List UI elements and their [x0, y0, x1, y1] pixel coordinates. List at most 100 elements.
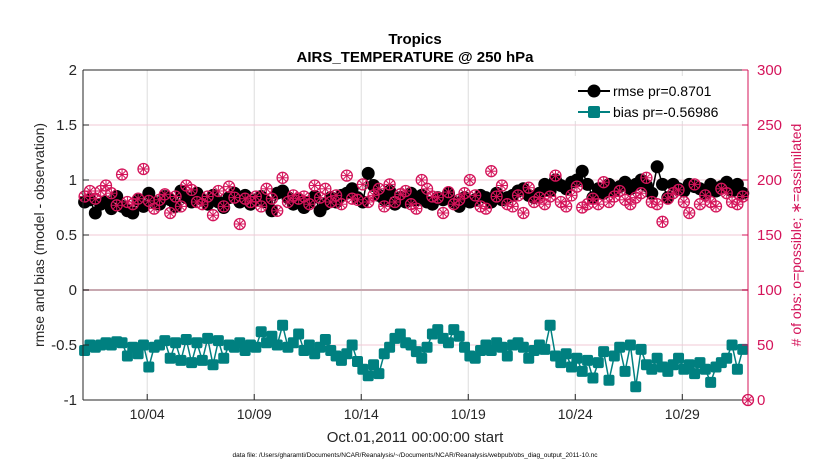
obs-possible-point	[517, 206, 530, 220]
bias-point	[191, 337, 203, 349]
bias-point	[287, 337, 299, 349]
bias-point	[159, 335, 171, 347]
obs-possible-point	[260, 182, 273, 195]
asterisk-stroke	[444, 188, 453, 196]
obs-possible-point	[164, 206, 177, 220]
obs-assimilated-point	[422, 183, 433, 194]
bias-point	[555, 357, 567, 369]
obs-assimilated-point	[678, 197, 689, 207]
obs-assimilated-point	[379, 201, 390, 212]
bias-point	[576, 365, 588, 377]
obs-assimilated-point	[732, 199, 743, 210]
obs-assimilated-point	[518, 208, 529, 218]
rmse-point	[126, 206, 140, 220]
obs-possible-point	[313, 191, 327, 204]
y2-tick-label: 150	[757, 227, 782, 244]
bias-point	[501, 350, 513, 362]
asterisk-stroke	[647, 198, 656, 206]
asterisk-stroke	[91, 194, 100, 203]
obs-possible-point	[217, 200, 230, 213]
bias-point	[737, 343, 749, 355]
obs-possible-point	[683, 206, 696, 220]
bias-point	[731, 363, 743, 375]
asterisk-stroke	[540, 200, 549, 209]
obs-possible-point	[206, 209, 220, 222]
obs-possible-point	[335, 198, 348, 211]
asterisk-stroke	[685, 209, 694, 217]
asterisk-stroke	[572, 182, 581, 191]
x-tick-label: 10/14	[344, 406, 379, 422]
asterisk-stroke	[230, 193, 239, 202]
asterisk-stroke	[364, 198, 373, 206]
obs-assimilated-point	[571, 181, 582, 192]
obs-assimilated-point	[550, 170, 561, 181]
obs-assimilated-point	[282, 197, 293, 207]
obs-assimilated-point	[459, 188, 470, 199]
obs-assimilated-point	[475, 201, 486, 212]
plot-area	[78, 160, 750, 393]
x-tick-label: 10/09	[237, 406, 272, 422]
bias-point	[266, 330, 278, 342]
asterisk-stroke	[86, 187, 94, 195]
obs-possible-point	[265, 192, 279, 205]
obs-assimilated-point	[224, 181, 235, 192]
obs-assimilated-point	[304, 199, 315, 210]
obs-assimilated-point	[336, 199, 347, 210]
obs-possible-point	[485, 165, 498, 178]
asterisk-stroke	[273, 206, 282, 215]
obs-assimilated-point	[652, 199, 663, 210]
obs-assimilated-point	[250, 191, 261, 202]
obs-possible-point	[249, 190, 262, 203]
bias-point	[726, 339, 738, 351]
bias-point	[705, 376, 717, 388]
obs-assimilated-point	[175, 201, 186, 212]
axes: 10/04 10/09 10/14 10/19 10/24 10/29 -1 -0.5 0 0.5…	[51, 62, 782, 422]
asterisk-stroke	[733, 200, 742, 209]
bias-point	[603, 374, 615, 386]
asterisk-stroke	[556, 198, 565, 206]
obs-assimilated-point	[325, 197, 336, 207]
bias-point	[341, 348, 353, 360]
obs-assimilated-point	[384, 179, 395, 190]
footnote: data file: /Users/gharamti/Documents/NCA…	[233, 452, 599, 459]
legend-rmse-label: rmse pr=0.8701	[613, 83, 712, 99]
bias-point	[196, 354, 208, 366]
asterisk-stroke	[284, 198, 292, 206]
obs-assimilated-point	[363, 197, 374, 207]
obs-possible-point	[212, 184, 225, 198]
asterisk-stroke	[225, 182, 233, 191]
asterisk-stroke	[310, 181, 319, 190]
rmse-point	[361, 166, 375, 180]
bias-point	[566, 361, 578, 373]
asterisk-stroke	[524, 183, 533, 192]
obs-possible-point	[174, 200, 188, 213]
y-tick-label: 1.5	[56, 117, 77, 134]
obs-possible-point	[640, 171, 653, 184]
asterisk-stroke	[102, 181, 110, 190]
asterisk-stroke	[134, 194, 143, 203]
y2-zero-marker-stroke	[744, 396, 752, 404]
asterisk-stroke	[375, 184, 383, 193]
asterisk-stroke	[166, 209, 175, 217]
obs-assimilated-point	[261, 183, 272, 194]
obs-possible-point	[511, 189, 525, 202]
y2-tick-label: 200	[757, 172, 782, 189]
asterisk-stroke	[187, 186, 196, 194]
obs-assimilated-point	[443, 187, 454, 198]
y2-tick-label: 0	[757, 392, 765, 409]
asterisk-stroke	[160, 190, 169, 199]
obs-assimilated-point	[320, 183, 331, 194]
asterisk-stroke	[171, 192, 180, 201]
obs-assimilated-point	[352, 194, 363, 205]
obs-possible-point	[319, 182, 332, 195]
bias-point	[646, 363, 658, 375]
obs-assimilated-point	[711, 201, 722, 212]
obs-assimilated-point	[539, 199, 550, 210]
asterisk-stroke	[460, 189, 469, 198]
obs-possible-point	[271, 204, 284, 217]
bias-point	[202, 332, 214, 344]
asterisk-stroke	[615, 187, 624, 195]
bias-point	[186, 357, 198, 369]
asterisk-stroke	[203, 192, 212, 201]
